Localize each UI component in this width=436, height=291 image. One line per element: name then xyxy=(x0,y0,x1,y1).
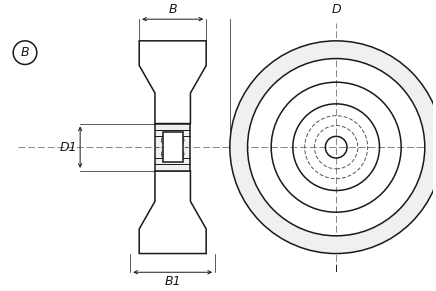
Polygon shape xyxy=(139,41,206,124)
Text: D1: D1 xyxy=(60,141,77,154)
Circle shape xyxy=(175,136,184,145)
Text: D: D xyxy=(331,3,341,16)
Circle shape xyxy=(161,136,170,145)
Polygon shape xyxy=(155,124,191,171)
Bar xyxy=(163,132,183,162)
Text: B: B xyxy=(168,3,177,16)
Text: B1: B1 xyxy=(164,275,181,288)
Polygon shape xyxy=(230,41,436,253)
Polygon shape xyxy=(139,171,206,253)
Circle shape xyxy=(161,150,170,159)
Circle shape xyxy=(175,150,184,159)
Text: B: B xyxy=(20,46,29,59)
Circle shape xyxy=(13,41,37,65)
